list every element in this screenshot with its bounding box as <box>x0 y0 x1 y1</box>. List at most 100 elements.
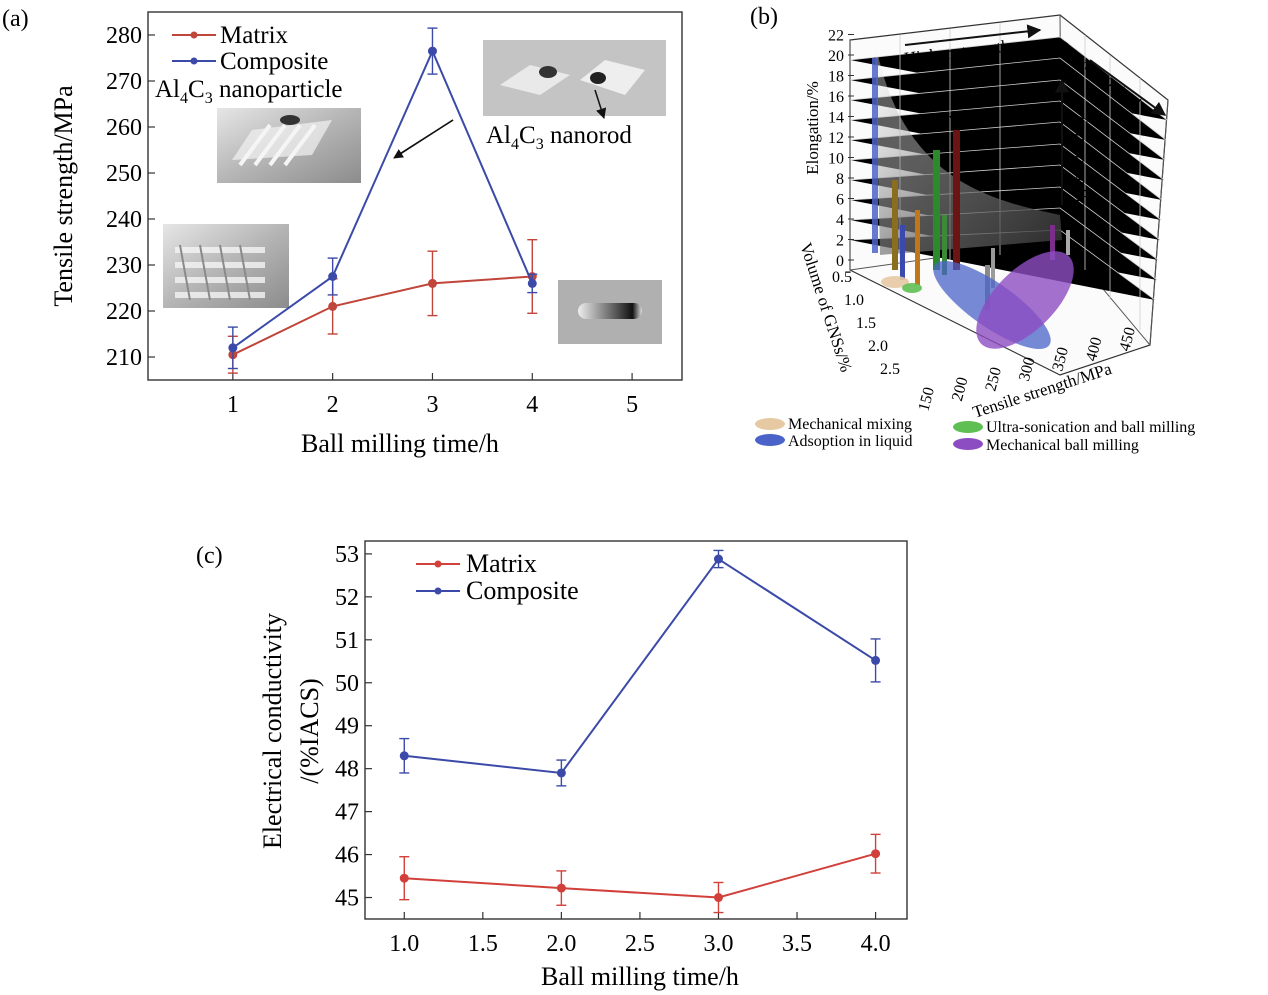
panel-c-label: (c) <box>196 543 223 569</box>
data-point-composite <box>871 656 880 665</box>
legend-adsorption: Adsoption in liquid <box>788 433 912 450</box>
bar <box>900 225 905 280</box>
data-point-composite <box>528 279 537 288</box>
z-tick-label: 6 <box>836 192 844 209</box>
y-tick-label: 53 <box>335 542 359 568</box>
legend-composite-marker <box>191 58 198 65</box>
y-tick-label: 1.5 <box>856 315 876 332</box>
data-point-composite <box>328 272 337 281</box>
z-tick-label: 2 <box>836 233 844 250</box>
y-tick-label: 210 <box>106 345 142 371</box>
z-tick-label: 18 <box>828 69 844 86</box>
z-tick-label: 14 <box>828 110 844 127</box>
data-point-matrix <box>428 279 437 288</box>
z-tick-label: 10 <box>828 151 844 168</box>
legend-swatch <box>755 434 785 446</box>
y-tick-label: 220 <box>106 299 142 325</box>
x-tick-label: 5 <box>626 392 638 418</box>
bar <box>872 58 878 253</box>
legend-composite-marker <box>435 588 442 595</box>
inset-nanorod-image <box>483 40 666 118</box>
y-tick-label: 230 <box>106 253 142 279</box>
data-point-matrix <box>400 874 409 883</box>
panel-b: (b) <box>750 4 1195 454</box>
annotation-nanorod: Al4C3 nanorod <box>486 122 632 153</box>
x-tick-label: 4.0 <box>861 931 891 957</box>
legend-matrix-marker <box>435 561 442 568</box>
x-tick-label: 3.0 <box>703 931 733 957</box>
bar <box>892 180 898 270</box>
y-tick-label: 270 <box>106 69 142 95</box>
figure: (a) 210220230240250260270280 12345 <box>0 0 1268 995</box>
x-tick-label: 150 <box>915 385 938 413</box>
legend-ultrasonication: Ultra-sonication and ball milling <box>986 419 1195 436</box>
legend-swatch <box>953 438 983 450</box>
bar <box>953 130 960 270</box>
legend-matrix-label: Matrix <box>220 22 289 49</box>
data-point-matrix <box>871 849 880 858</box>
panel-b-z-axis-title: Elongation/% <box>803 81 822 174</box>
data-point-matrix <box>328 302 337 311</box>
y-tick-label: 47 <box>335 800 359 826</box>
z-tick-label: 22 <box>828 28 844 45</box>
y-tick-label: 2.5 <box>880 361 900 378</box>
bar <box>1066 230 1070 255</box>
panel-c-y-axis-title-units: /(%IACS) <box>295 678 324 783</box>
data-point-matrix <box>714 893 723 902</box>
legend-swatch <box>953 421 983 433</box>
legend-composite-label: Composite <box>220 48 328 75</box>
x-tick-label: 200 <box>949 375 972 403</box>
panel-a-x-axis-title: Ball milling time/h <box>301 429 499 458</box>
x-tick-label: 2.0 <box>546 931 576 957</box>
panel-a: (a) 210 220 230 240 250 260 270 280 1 2 3 4 5 <box>2 6 682 458</box>
label-our-work: our work <box>922 109 984 128</box>
data-point-composite <box>428 47 437 56</box>
data-point-matrix <box>557 884 566 893</box>
x-tick-label: 3 <box>426 392 438 418</box>
legend-composite-label: Composite <box>466 576 579 605</box>
x-tick-label: 3.5 <box>782 931 812 957</box>
z-tick-label: 20 <box>828 48 844 65</box>
y-tick-label: 260 <box>106 115 142 141</box>
legend-matrix-label: Matrix <box>466 549 537 578</box>
y-tick-label: 51 <box>335 628 359 654</box>
panel-c-x-axis-title: Ball milling time/h <box>541 962 739 991</box>
inset-nanoparticle-image <box>217 108 361 183</box>
x-tick-label: 2.5 <box>625 931 655 957</box>
x-tick-label: 250 <box>982 365 1005 393</box>
panel-a-y-axis-title: Tensile strength/MPa <box>49 85 78 307</box>
bar <box>915 210 920 285</box>
bar <box>933 150 940 270</box>
data-point-composite <box>714 555 723 564</box>
x-tick-label: 300 <box>1016 355 1039 383</box>
data-point-composite <box>400 751 409 760</box>
panel-b-label: (b) <box>750 4 778 30</box>
z-tick-label: 4 <box>836 212 844 229</box>
label-higher-ductility: Higher dutility <box>1069 114 1088 215</box>
z-tick-label: 0 <box>836 253 844 270</box>
x-tick-label: 1.5 <box>468 931 498 957</box>
data-point-composite <box>557 768 566 777</box>
z-tick-label: 16 <box>828 89 844 106</box>
x-tick-label: 4 <box>526 392 538 418</box>
legend-ball-milling: Mechanical ball milling <box>986 437 1139 454</box>
y-tick-label: 1.0 <box>844 292 864 309</box>
z-tick-label: 8 <box>836 171 844 188</box>
y-tick-label: 280 <box>106 23 142 49</box>
panel-c-plot-frame <box>365 541 907 919</box>
legend-matrix-marker <box>191 32 198 39</box>
cluster-ultrasonication <box>902 283 922 293</box>
y-tick-label: 50 <box>335 671 359 697</box>
legend-swatch <box>755 418 785 430</box>
panel-a-label: (a) <box>2 6 29 32</box>
inset-stack-image <box>163 224 289 308</box>
legend-mechanical-mixing: Mechanical mixing <box>788 416 912 433</box>
y-tick-label: 52 <box>335 585 359 611</box>
y-tick-label: 2.0 <box>868 338 888 355</box>
y-tick-label: 0.5 <box>832 269 852 286</box>
y-tick-label: 48 <box>335 757 359 783</box>
y-tick-label: 46 <box>335 843 359 869</box>
panel-c-y-axis-title: Electrical conductivity <box>258 613 287 849</box>
panel-c: (c) 454647484950515253 1.0 1.5 2.0 2.5 3.0 3.… <box>196 541 907 991</box>
y-tick-label: 240 <box>106 207 142 233</box>
